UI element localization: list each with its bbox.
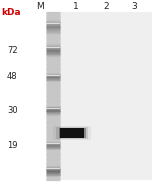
Bar xyxy=(59,128,86,138)
Text: 48: 48 xyxy=(7,72,17,82)
Text: 72: 72 xyxy=(7,46,17,55)
Text: M: M xyxy=(36,2,44,11)
Bar xyxy=(53,126,91,140)
Bar xyxy=(60,12,152,180)
Text: 30: 30 xyxy=(7,106,17,115)
Text: 1: 1 xyxy=(73,2,79,11)
Text: 19: 19 xyxy=(7,141,17,150)
Text: kDa: kDa xyxy=(2,8,21,17)
Text: 3: 3 xyxy=(131,2,137,11)
Text: 2: 2 xyxy=(104,2,109,11)
Bar xyxy=(60,128,84,138)
Bar xyxy=(56,127,88,139)
